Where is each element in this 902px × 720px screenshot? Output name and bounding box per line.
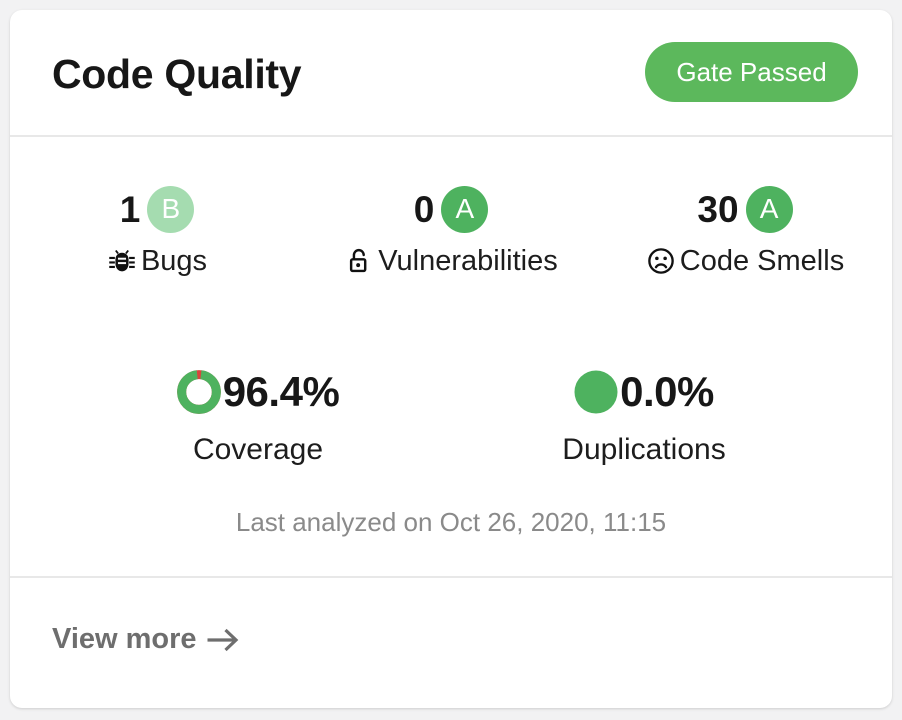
metric-vulnerabilities-label-row: Vulnerabilities [344,244,558,277]
metric-bugs[interactable]: 1 B [10,185,304,276]
metric-bugs-value-row: 1 B [120,185,195,233]
metric-duplications-label: Duplications [562,433,726,466]
metric-coverage-label: Coverage [192,433,324,466]
metric-duplications-value-row: 0.0% [574,370,714,414]
metric-coverage-value: 96.4% [222,368,340,415]
last-analyzed-text: Last analyzed on Oct 26, 2020, 11:15 [235,507,667,537]
measures-row: 96.4% Coverage 0.0% Duplications [10,370,892,465]
card-header: Code Quality Gate Passed [10,10,892,137]
metric-vulnerabilities[interactable]: 0 A Vulnerabilities [304,185,598,276]
metric-code-smells-value-row: 30 A [697,185,793,233]
card-body: 1 B [10,137,892,578]
frowning-face-icon [646,246,676,276]
metric-coverage-value-row: 96.4% [176,368,340,415]
open-lock-icon [344,246,374,276]
view-more-label: View more [52,623,197,655]
metric-bugs-label: Bugs [140,244,208,277]
metric-code-smells-label-row: Code Smells [646,246,844,276]
quality-gate-status-badge[interactable]: Gate Passed [645,42,858,102]
page-title: Code Quality [52,51,302,97]
metric-vulnerabilities-rating-badge: A [441,185,489,233]
metric-vulnerabilities-count: 0 [413,188,435,230]
issues-row: 1 B [10,185,892,276]
duplications-dot-icon [574,370,618,414]
coverage-donut-icon [176,370,221,414]
metric-vulnerabilities-value-row: 0 A [414,185,489,233]
metric-duplications[interactable]: 0.0% Duplications [451,370,837,465]
arrow-right-icon [206,626,240,654]
code-quality-card: Code Quality Gate Passed 1 B [10,10,892,708]
metric-code-smells-label: Code Smells [679,244,845,277]
card-footer: View more [10,578,892,706]
metric-code-smells-count: 30 [697,188,739,230]
metric-code-smells[interactable]: 30 A Code Smells [598,185,892,276]
metric-duplications-value: 0.0% [620,368,714,415]
metric-code-smells-rating-badge: A [745,185,793,233]
metric-bugs-label-row: Bugs [107,246,207,276]
view-more-link[interactable]: View more [52,625,240,654]
metric-bugs-rating-badge: B [147,185,195,233]
metric-bugs-count: 1 [119,188,141,230]
bug-icon [107,246,137,276]
metric-vulnerabilities-label: Vulnerabilities [378,244,558,277]
metric-coverage[interactable]: 96.4% Coverage [65,370,451,465]
